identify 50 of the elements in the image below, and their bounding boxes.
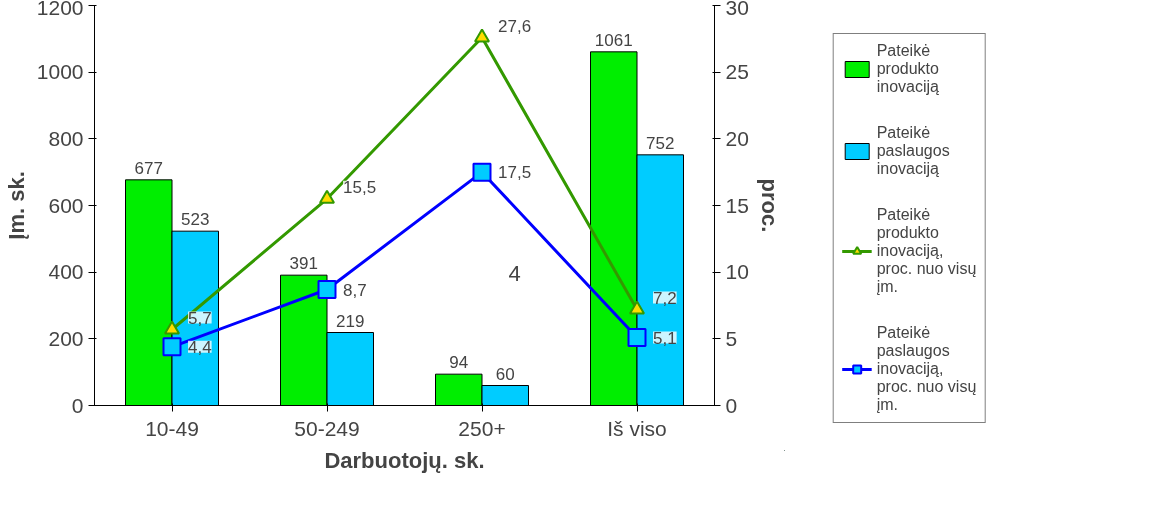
data-label: 94 xyxy=(449,353,469,373)
data-label: 1061 xyxy=(594,30,633,50)
data-label: 5,1 xyxy=(653,328,677,348)
data-label: 7,2 xyxy=(653,288,677,308)
y-tick-label: 800 xyxy=(48,126,84,150)
legend-label: Pateikė paslaugos inovaciją xyxy=(876,123,950,178)
data-label: 523 xyxy=(181,210,210,230)
data-label: 677 xyxy=(134,158,163,178)
data-label: 8,7 xyxy=(343,280,367,300)
point xyxy=(317,280,337,299)
x-tick-label: Iš viso xyxy=(607,416,667,440)
y2-tick-label: 15 xyxy=(725,193,749,217)
data-label: 15,5 xyxy=(343,177,377,197)
point xyxy=(629,300,645,315)
y-tick-label: 400 xyxy=(48,260,84,284)
y2-tick-label: 0 xyxy=(725,393,738,417)
point xyxy=(472,162,492,182)
y2-tick-label: 5 xyxy=(725,326,738,350)
legend-label: Pateikė produkto inovaciją, proc. nuo visų įm. xyxy=(876,205,977,296)
y-tick-label: 1200 xyxy=(36,0,84,19)
point xyxy=(164,320,180,335)
y-tick-label: 600 xyxy=(48,193,84,217)
x-axis-title: Darbuotojų. sk. xyxy=(324,447,485,473)
y2-tick-label: 20 xyxy=(725,126,749,150)
y-axis-title: Įm. sk. xyxy=(3,171,29,240)
y2-tick-label: 10 xyxy=(725,260,749,284)
point xyxy=(162,337,182,357)
x-tick-label: 10-49 xyxy=(145,416,199,440)
data-label: 752 xyxy=(646,133,675,153)
legend-label: Pateikė produkto inovaciją xyxy=(876,41,939,96)
data-label: 17,5 xyxy=(498,163,532,183)
data-label: 5,7 xyxy=(188,308,212,328)
y-tick-label: 0 xyxy=(71,393,84,417)
point xyxy=(474,28,490,43)
x-tick-label: 250+ xyxy=(458,416,506,440)
point xyxy=(319,189,335,204)
y-tick-label: 1000 xyxy=(36,60,84,84)
data-label: 391 xyxy=(289,254,318,274)
data-label: 4,4 xyxy=(188,337,212,357)
y2-tick-label: 25 xyxy=(725,60,749,84)
annotation: 4 xyxy=(508,260,521,286)
data-label: 27,6 xyxy=(498,16,532,36)
data-label: 219 xyxy=(336,311,365,331)
x-tick-label: 50-249 xyxy=(294,416,360,440)
legend-label: Pateikė paslaugos inovaciją, proc. nuo visų įm. xyxy=(876,323,977,414)
y-tick-label: 200 xyxy=(48,326,84,350)
point xyxy=(627,328,647,347)
y2-tick-label: 30 xyxy=(725,0,749,19)
y2-axis-title: proc. xyxy=(756,178,782,233)
data-label: 60 xyxy=(495,364,515,384)
